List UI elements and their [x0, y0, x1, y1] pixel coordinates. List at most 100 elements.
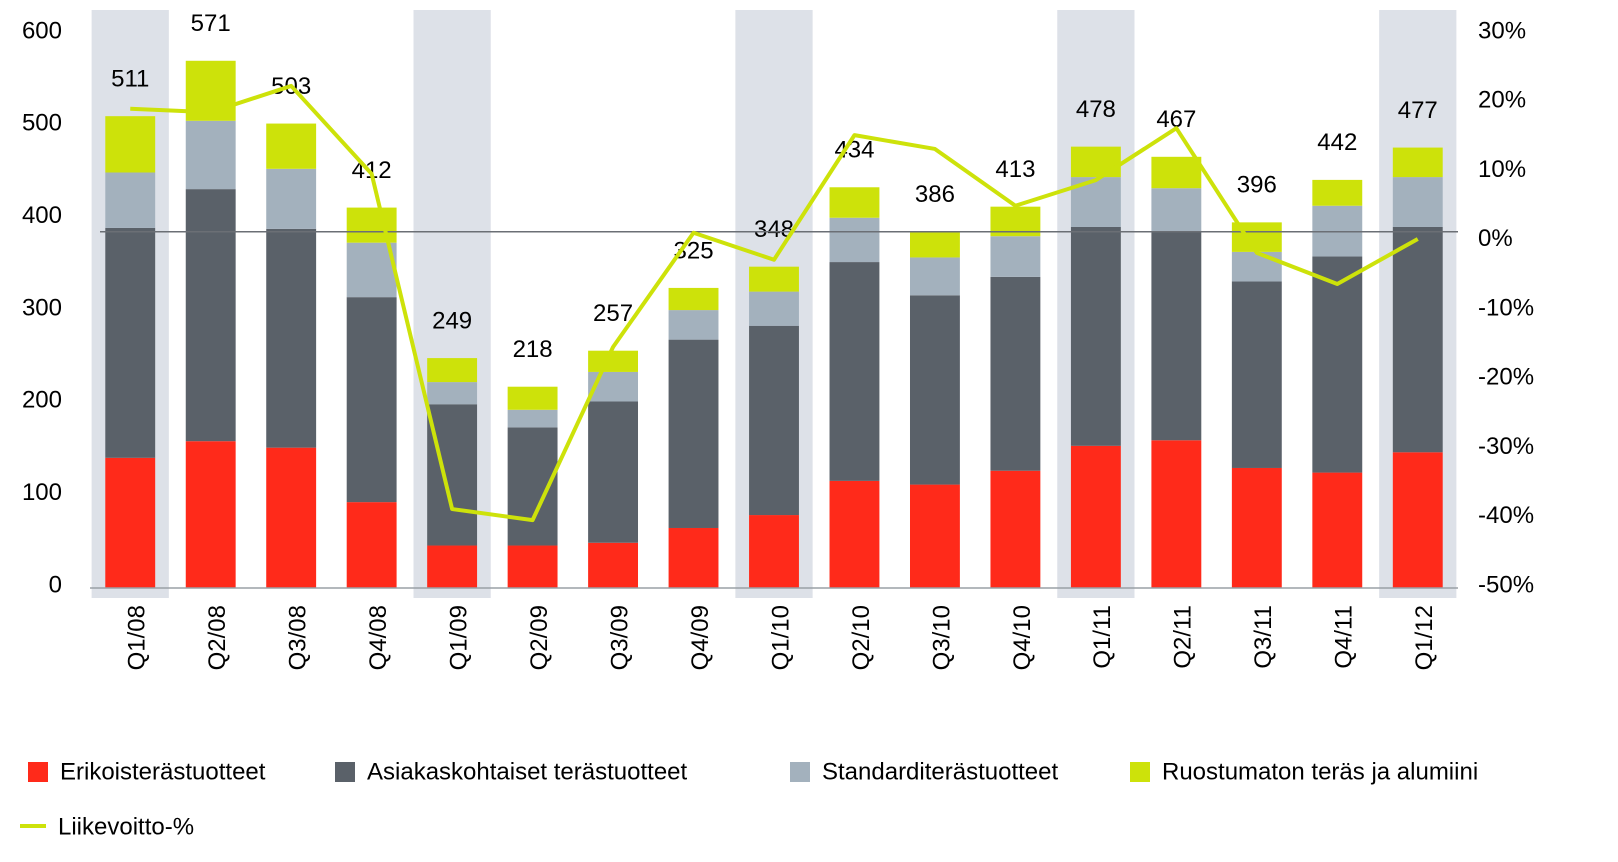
- bar-segment: [105, 227, 156, 458]
- legend-label: Erikoisterästuotteet: [60, 758, 266, 785]
- x-tick-label: Q1/08: [124, 605, 151, 670]
- bar-segment: [105, 116, 156, 173]
- y-tick-label: 500: [22, 110, 62, 137]
- legend-swatch: [1130, 762, 1150, 782]
- bar-segment: [1392, 226, 1443, 453]
- bar-segment: [1312, 472, 1363, 588]
- legend-swatch: [335, 762, 355, 782]
- bar-segment: [1392, 177, 1443, 227]
- bar-segment: [1151, 188, 1202, 232]
- bar-segment: [909, 231, 960, 258]
- total-label: 257: [593, 300, 633, 327]
- y2-tick-label: -20%: [1478, 364, 1534, 391]
- legend-swatch: [790, 762, 810, 782]
- total-label: 249: [432, 307, 472, 334]
- bar-segment: [266, 123, 317, 169]
- x-tick-label: Q4/11: [1331, 605, 1358, 669]
- bar-segment: [1151, 231, 1202, 441]
- bar-segment: [668, 527, 719, 588]
- bar-segment: [588, 401, 639, 543]
- total-label: 396: [1237, 172, 1277, 199]
- bar-segment: [668, 287, 719, 311]
- x-tick-label: Q4/09: [687, 605, 714, 670]
- bar-segment: [749, 291, 799, 326]
- bar-segment: [1392, 147, 1443, 178]
- y2-tick-label: 0%: [1478, 225, 1513, 252]
- bar-segment: [829, 262, 880, 481]
- x-tick-label: Q1/10: [767, 605, 794, 670]
- x-tick-label: Q2/10: [848, 605, 875, 670]
- bar-segment: [1070, 146, 1121, 178]
- total-label: 511: [111, 66, 149, 93]
- x-tick-label: Q2/09: [526, 605, 553, 670]
- total-label: 478: [1076, 96, 1116, 123]
- y2-tick-label: -40%: [1478, 502, 1534, 529]
- bar-segment: [105, 457, 156, 588]
- x-tick-label: Q1/09: [445, 605, 472, 670]
- x-tick-label: Q2/11: [1170, 605, 1197, 669]
- bar-segment: [266, 228, 317, 448]
- bar-segment: [507, 386, 558, 410]
- y2-tick-label: 20%: [1478, 87, 1526, 114]
- total-label: 386: [915, 181, 955, 208]
- bar-segment: [427, 382, 478, 405]
- bar-segment: [588, 350, 639, 372]
- bar-segment: [105, 172, 156, 228]
- legend-swatch: [28, 762, 48, 782]
- bar-segment: [507, 545, 558, 588]
- bar-segment: [346, 242, 397, 298]
- bar-segment: [427, 358, 478, 383]
- bar-segment: [346, 207, 397, 243]
- bar-segment: [1312, 256, 1363, 473]
- x-tick-label: Q3/09: [606, 605, 633, 670]
- total-label: 413: [995, 156, 1035, 183]
- bar-segment: [990, 470, 1041, 588]
- bar-segment: [588, 542, 639, 588]
- y2-tick-label: -50%: [1478, 571, 1534, 598]
- bar-segment: [185, 441, 236, 588]
- y2-tick-label: 30%: [1478, 17, 1526, 44]
- total-label: 477: [1398, 97, 1438, 124]
- x-tick-label: Q3/10: [928, 605, 955, 670]
- bar-segment: [829, 217, 880, 263]
- bar-segment: [829, 480, 880, 588]
- y-tick-label: 300: [22, 294, 62, 321]
- y-tick-label: 400: [22, 202, 62, 229]
- x-tick-label: Q1/12: [1411, 605, 1438, 670]
- bar-segment: [427, 545, 478, 588]
- bar-segment: [185, 189, 236, 442]
- legend-label: Ruostumaton teräs ja alumiini: [1162, 758, 1478, 785]
- bar-segment: [668, 310, 719, 340]
- x-tick-label: Q2/08: [204, 605, 231, 670]
- y-tick-label: 600: [22, 17, 62, 44]
- legend-label: Liikevoitto-%: [58, 813, 194, 840]
- x-tick-label: Q3/08: [285, 605, 312, 670]
- bar-segment: [427, 404, 478, 546]
- bar-segment: [1151, 156, 1202, 189]
- bar-segment: [909, 295, 960, 485]
- bar-segment: [990, 236, 1041, 277]
- bar-segment: [990, 276, 1041, 471]
- x-tick-label: Q1/11: [1089, 605, 1116, 669]
- x-tick-label: Q3/11: [1250, 605, 1277, 669]
- bar-segment: [346, 502, 397, 588]
- y2-tick-label: -10%: [1478, 294, 1534, 321]
- bar-segment: [266, 168, 317, 229]
- bar-segment: [749, 325, 799, 516]
- bar-segment: [1231, 281, 1282, 468]
- bar-segment: [266, 447, 317, 588]
- bar-segment: [909, 484, 960, 588]
- line-series: [130, 83, 1419, 523]
- bar-segment: [507, 409, 558, 428]
- total-label: 571: [191, 10, 231, 37]
- bar-segment: [1070, 445, 1121, 588]
- bar-segment: [1231, 467, 1282, 588]
- bar-segment: [749, 515, 799, 588]
- y2-tick-label: 10%: [1478, 156, 1526, 183]
- bar-segment: [1070, 226, 1121, 446]
- bar-segment: [1231, 251, 1282, 282]
- total-label: 218: [513, 336, 553, 363]
- bar-segment: [909, 257, 960, 296]
- x-tick-label: Q4/10: [1009, 605, 1036, 670]
